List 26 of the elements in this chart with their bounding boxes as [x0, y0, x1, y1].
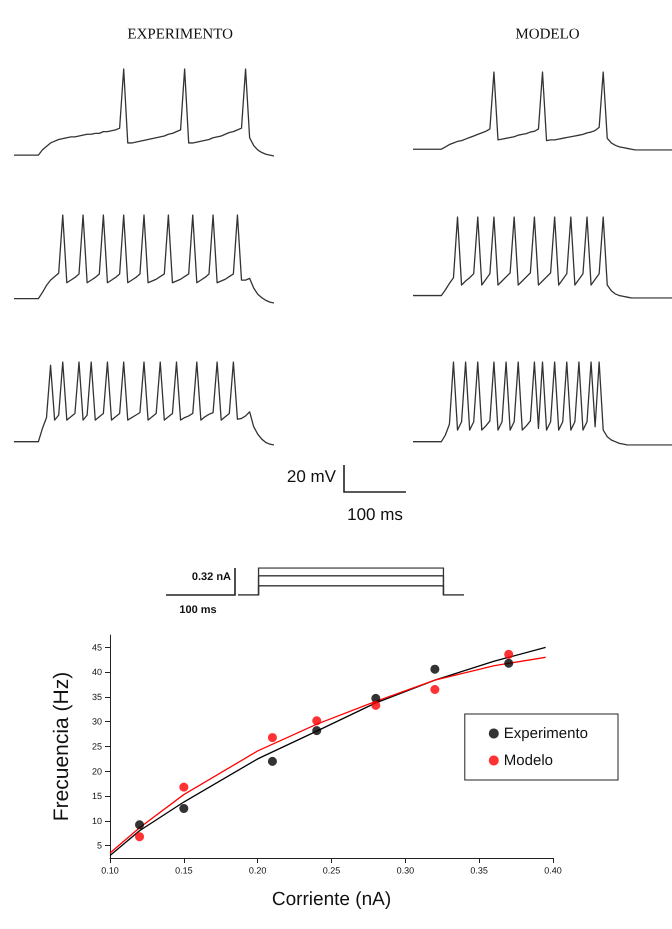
y-tick-label: 25: [92, 742, 102, 752]
x-tick-label: 0.35: [470, 866, 488, 876]
text: 100 ms: [178, 604, 218, 616]
y-tick-label: 45: [92, 642, 102, 652]
y-tick-label: 30: [92, 716, 102, 727]
y-tick-label: 20: [92, 766, 102, 776]
chart-title: EXPERIMENTO: [127, 26, 234, 42]
x-tick-label: 0.40: [544, 866, 562, 876]
chart-title: MODELO: [515, 26, 580, 42]
legend-label: Experimento: [504, 725, 588, 742]
y-tick-label: 15: [92, 791, 102, 802]
x-tick-label: 0.20: [248, 866, 266, 876]
y-tick-label: 5: [96, 840, 102, 851]
x-axis-title: Corriente (nA): [272, 889, 392, 910]
text: 100 ms: [346, 505, 404, 525]
x-tick-label: 0.25: [322, 866, 340, 876]
y-tick-label: 40: [92, 667, 102, 678]
x-tick-label: 0.15: [175, 866, 193, 876]
text: 20 mV: [286, 467, 336, 487]
x-tick-label: 0.30: [396, 866, 414, 876]
legend-label: Modelo: [504, 752, 553, 769]
x-tick-label: 0.10: [101, 866, 119, 876]
y-tick-label: 35: [92, 692, 102, 702]
text: 0.32 nA: [190, 571, 231, 583]
y-tick-label: 10: [92, 816, 102, 826]
y-axis-title: Frecuencia (Hz): [50, 672, 73, 822]
